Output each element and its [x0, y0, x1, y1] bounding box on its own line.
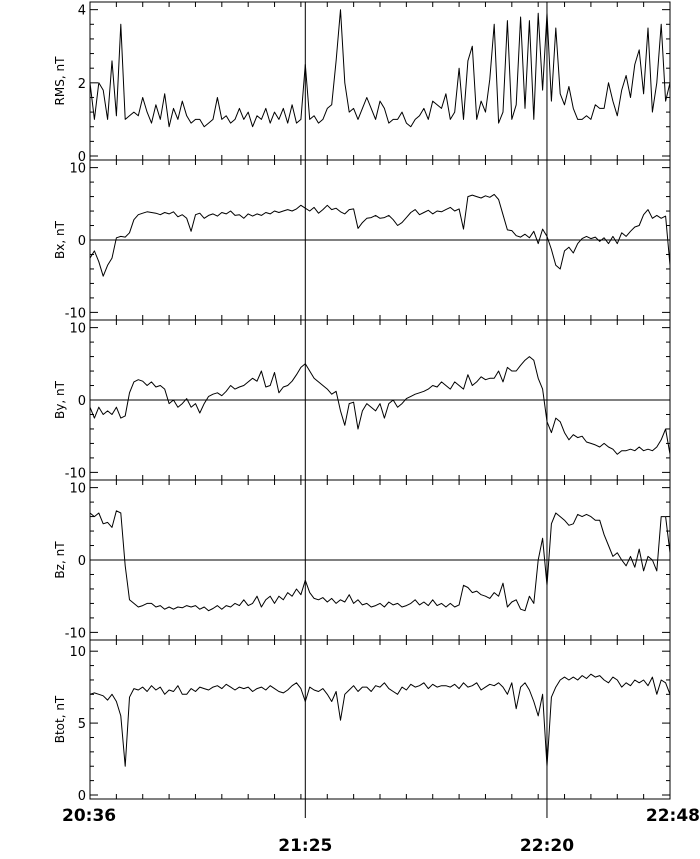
x-tick-label: 22:20 — [520, 836, 574, 856]
bz-series-line — [89, 510, 671, 612]
rms-ylabel: RMS, nT — [53, 56, 67, 106]
by-ytick-label: 10 — [69, 322, 86, 337]
bx-ylabel: Bx, nT — [53, 220, 67, 259]
rms-ytick-label: 2 — [78, 77, 86, 92]
by-ytick-label: -10 — [65, 466, 86, 481]
btot-ytick-label: 5 — [78, 717, 86, 732]
btot-ytick-label: 10 — [69, 645, 86, 660]
rms-panel-frame — [89, 1, 671, 161]
bx-ytick-label: 0 — [78, 234, 86, 249]
btot-ytick-label: 0 — [78, 789, 86, 804]
bx-ytick-label: 10 — [69, 162, 86, 177]
bx-ytick-label: -10 — [65, 306, 86, 321]
bx-series-line — [89, 193, 671, 277]
bz-ytick-label: -10 — [65, 626, 86, 641]
btot-series-line — [89, 673, 671, 767]
btot-ylabel: Btot, nT — [53, 695, 67, 743]
by-ytick-label: 0 — [78, 394, 86, 409]
by-series-line — [89, 356, 671, 455]
x-tick-label: 22:48 — [646, 806, 700, 826]
x-tick-label: 20:36 — [62, 806, 116, 826]
btot-panel-frame — [89, 639, 671, 800]
by-ylabel: By, nT — [53, 380, 67, 419]
bz-ylabel: Bz, nT — [53, 541, 67, 579]
rms-ytick-label: 4 — [78, 4, 86, 19]
bz-ytick-label: 0 — [78, 554, 86, 569]
x-tick-label: 21:25 — [278, 836, 332, 856]
rms-series-line — [89, 9, 671, 128]
bz-ytick-label: 10 — [69, 482, 86, 497]
rms-ytick-label: 0 — [78, 150, 86, 165]
